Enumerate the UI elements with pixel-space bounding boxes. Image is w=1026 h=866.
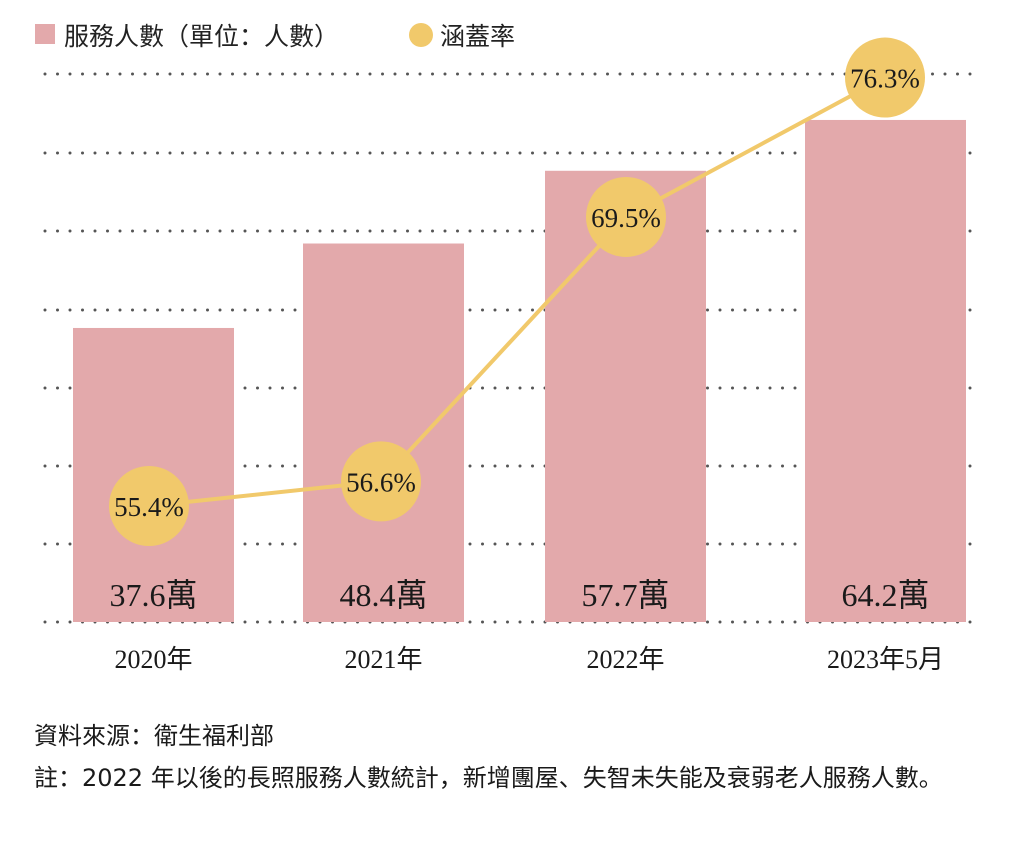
line-value-label: 69.5% bbox=[591, 203, 661, 233]
legend-label-bar: 服務人數（單位：人數） bbox=[64, 22, 339, 51]
x-tick-label: 2020年 bbox=[114, 645, 192, 674]
line-value-label: 56.6% bbox=[346, 467, 416, 497]
x-tick-label: 2022年 bbox=[586, 645, 664, 674]
coverage-line bbox=[148, 75, 886, 508]
bar-series: 37.6萬 48.4萬 57.7萬 64.2萬 bbox=[73, 119, 966, 623]
bar-value-label: 48.4萬 bbox=[339, 577, 427, 613]
bar-2 bbox=[303, 243, 464, 622]
x-tick-label: 2023年5月 bbox=[827, 645, 944, 674]
bar-4 bbox=[805, 119, 966, 623]
bar-value-label: 64.2萬 bbox=[841, 577, 929, 613]
legend-swatch-line bbox=[409, 23, 433, 47]
bar-value-label: 57.7萬 bbox=[581, 577, 669, 613]
legend: 服務人數（單位：人數） 涵蓋率 bbox=[35, 22, 515, 51]
line-point-1 bbox=[109, 466, 189, 546]
source-note: 資料來源：衛生福利部 bbox=[34, 722, 274, 750]
line-point-3 bbox=[586, 176, 666, 257]
x-axis: 2020年 2021年 2022年 2023年5月 bbox=[114, 645, 944, 674]
legend-swatch-bar bbox=[35, 24, 55, 44]
legend-label-line: 涵蓋率 bbox=[440, 22, 515, 51]
bar-value-label: 37.6萬 bbox=[109, 577, 197, 613]
x-tick-label: 2021年 bbox=[344, 645, 422, 674]
footnote-text: 註：2022 年以後的長照服務人數統計，新增團屋、失智未失能及衰弱老人服務人數。 bbox=[34, 764, 943, 792]
line-point-4 bbox=[845, 37, 925, 118]
line-value-label: 76.3% bbox=[850, 64, 920, 94]
line-value-label: 55.4% bbox=[114, 492, 184, 522]
line-series: 55.4% 56.6% 69.5% 76.3% bbox=[109, 37, 925, 546]
combo-chart: 服務人數（單位：人數） 涵蓋率 37.6萬 48.4萬 57.7萬 64.2萬 55.… bbox=[35, 22, 982, 674]
line-point-2 bbox=[341, 441, 421, 522]
